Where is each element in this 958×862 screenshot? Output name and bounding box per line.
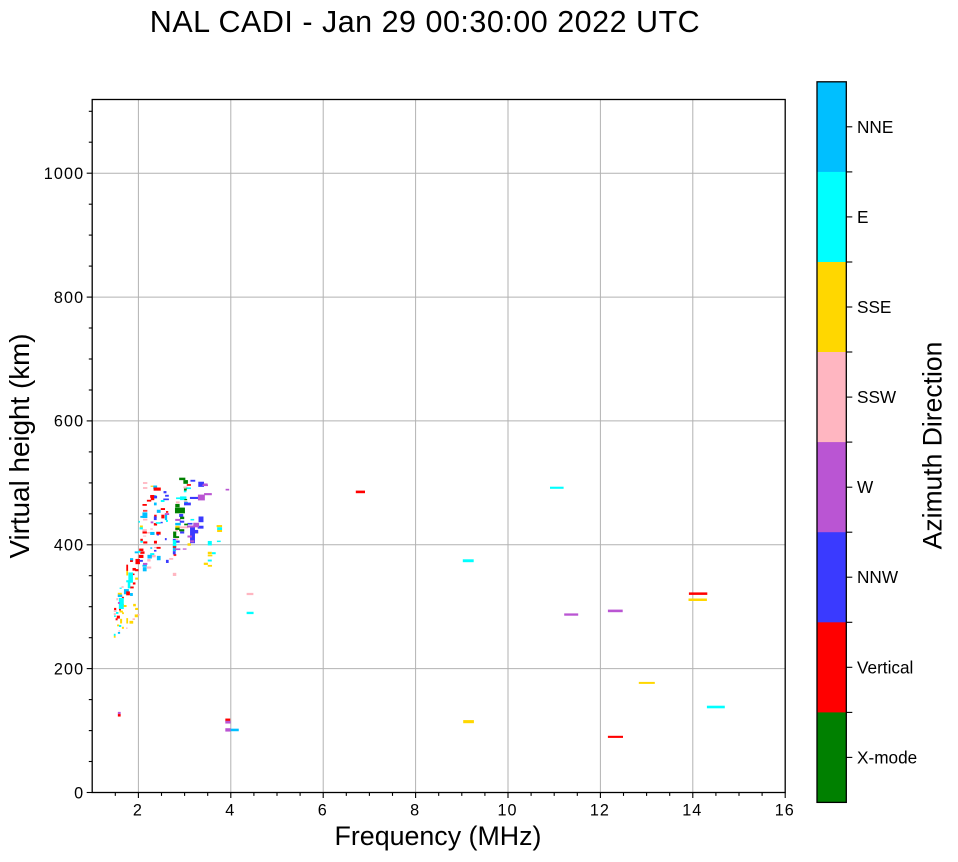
svg-text:NNE: NNE	[857, 117, 893, 137]
svg-text:4: 4	[225, 802, 235, 820]
svg-text:Vertical: Vertical	[857, 657, 913, 677]
svg-text:800: 800	[54, 289, 84, 307]
svg-text:12: 12	[590, 802, 610, 820]
svg-text:SSW: SSW	[857, 387, 897, 407]
svg-text:NNW: NNW	[857, 567, 899, 587]
svg-text:Azimuth Direction: Azimuth Direction	[918, 342, 948, 550]
svg-text:NAL CADI - Jan 29 00:30:00 202: NAL CADI - Jan 29 00:30:00 2022 UTC	[150, 5, 700, 39]
svg-text:SSE: SSE	[857, 297, 891, 317]
svg-text:400: 400	[54, 537, 84, 555]
svg-text:200: 200	[54, 660, 84, 678]
svg-text:2: 2	[133, 802, 143, 820]
svg-text:W: W	[857, 477, 874, 497]
svg-text:6: 6	[318, 802, 328, 820]
svg-text:14: 14	[682, 802, 702, 820]
svg-text:16: 16	[775, 802, 795, 820]
svg-text:Frequency (MHz): Frequency (MHz)	[335, 821, 542, 851]
svg-text:600: 600	[54, 413, 84, 431]
svg-text:1000: 1000	[44, 165, 84, 183]
svg-text:Virtual height (km): Virtual height (km)	[4, 333, 35, 558]
svg-text:0: 0	[74, 784, 84, 802]
svg-text:8: 8	[410, 802, 420, 820]
svg-text:E: E	[857, 207, 868, 227]
svg-text:X-mode: X-mode	[857, 747, 917, 767]
svg-text:10: 10	[497, 802, 517, 820]
